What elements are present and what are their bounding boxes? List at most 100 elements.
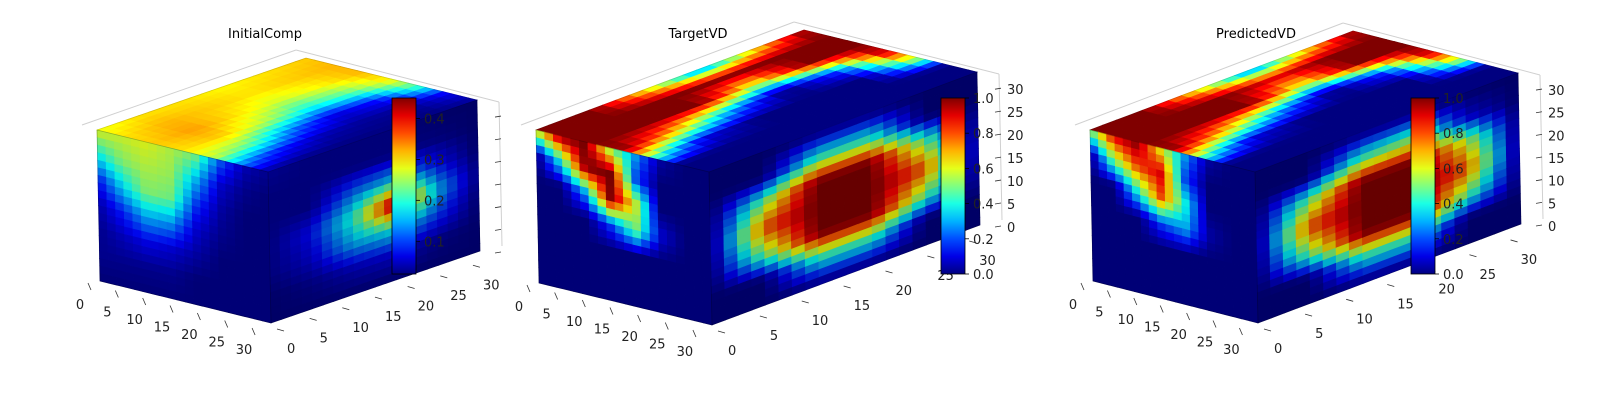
x-tick-label: 15 <box>154 321 171 336</box>
pane-edge <box>498 101 503 247</box>
z-tick <box>1535 88 1543 91</box>
y-tick <box>1346 298 1354 302</box>
colorbar-gradient <box>391 97 417 275</box>
x-tick-label: 0 <box>76 298 84 313</box>
panel-predictedvd: PredictedVD 0 5 10 15 20 25 30 0 5 10 15 20 25 30 0 5 10… <box>1069 22 1565 358</box>
x-tick <box>197 312 201 321</box>
colorbar-tick-label: 0.8 <box>1443 127 1464 142</box>
axis-panes <box>81 49 503 247</box>
x-tick-label: 0 <box>1069 298 1077 313</box>
y-tick <box>440 275 448 279</box>
y-tick-label: 20 <box>1438 283 1455 298</box>
face-top <box>95 57 479 173</box>
x-tick-label: 5 <box>103 306 111 321</box>
cube-edge <box>96 129 272 324</box>
z-tick-label: 0 <box>1548 220 1556 235</box>
z-tick <box>494 251 502 254</box>
x-tick-label: 30 <box>677 345 694 360</box>
colorbar-tick-label: 0.8 <box>973 127 994 142</box>
colorbar-tick-label: 0.2 <box>1443 233 1464 248</box>
y-tick-label: 0 <box>1274 342 1282 357</box>
y-tick <box>1469 254 1477 258</box>
cube-edge <box>270 99 481 324</box>
colorbar-tick-label: 0.1 <box>424 235 445 250</box>
z-tick-label: 20 <box>1007 129 1024 144</box>
y-tick-label: 15 <box>854 299 871 314</box>
voxel-cube <box>95 57 481 324</box>
z-tick <box>1535 156 1543 159</box>
x-tick <box>609 307 614 315</box>
z-tick <box>1535 224 1543 227</box>
y-tick <box>1304 313 1313 317</box>
colorbar: 0.1 0.2 0.3 0.4 <box>391 97 445 275</box>
voxel-cell <box>469 242 481 256</box>
x-tick <box>1107 290 1111 298</box>
z-tick <box>1535 179 1543 182</box>
panel-title: TargetVD <box>667 27 727 42</box>
z-tick <box>494 206 502 209</box>
voxel-cube <box>534 29 981 326</box>
z-tick-label: 25 <box>1548 107 1565 122</box>
x-tick <box>1212 320 1217 328</box>
z-tick-label: 30 <box>1007 83 1024 98</box>
z-tick <box>494 138 502 141</box>
x-tick <box>224 320 229 328</box>
pane-edge <box>295 49 500 103</box>
z-tick <box>494 160 502 163</box>
z-tick-label: 25 <box>1007 106 1024 121</box>
colorbar-tick-label: 0.6 <box>1443 162 1464 177</box>
z-tick-label: 15 <box>1548 152 1565 167</box>
x-tick <box>169 305 174 313</box>
colorbar-tick-label: 0.4 <box>973 198 994 213</box>
colorbar-gradient <box>940 97 966 275</box>
y-tick <box>309 317 317 321</box>
y-tick <box>927 255 935 259</box>
y-tick-label: 10 <box>1356 312 1373 327</box>
x-tick <box>1186 312 1190 321</box>
x-tick-label: 5 <box>1095 306 1103 321</box>
pane-edge <box>1539 74 1544 220</box>
z-tick-label: 10 <box>1007 175 1024 190</box>
y-tick <box>407 286 415 289</box>
z-tick <box>994 156 1002 159</box>
x-tick-label: 20 <box>1170 328 1187 343</box>
x-tick <box>1133 297 1138 306</box>
y-tick <box>342 307 350 311</box>
colorbar-tick-label: 0.2 <box>973 233 994 248</box>
z-tick-label: 15 <box>1007 152 1024 167</box>
z-tick <box>494 228 502 231</box>
y-tick <box>843 285 851 289</box>
colorbar-tick-label: 0.2 <box>424 194 445 209</box>
x-tick-label: 10 <box>1118 313 1135 328</box>
y-tick-label: 25 <box>450 289 467 304</box>
panel-initialcomp: InitialComp 0 5 10 15 20 25 30 0 5 10 15 20 25 30 0.1… <box>76 27 503 358</box>
y-tick <box>1510 239 1518 243</box>
pane-edge <box>81 49 297 126</box>
x-tick-label: 0 <box>515 300 523 315</box>
x-tick-label: 15 <box>594 323 611 338</box>
z-tick-label: 20 <box>1548 129 1565 144</box>
colorbar-tick-label: 1.0 <box>1443 92 1464 107</box>
z-tick <box>994 202 1002 205</box>
cube-edge <box>96 57 479 173</box>
z-tick <box>994 179 1002 182</box>
y-tick-label: 30 <box>1521 253 1538 268</box>
panel-targetvd: TargetVD 0 5 10 15 20 25 30 0 5 10 15 20 25 30 0 5 10 15 2… <box>515 21 1024 360</box>
x-tick-label: 25 <box>649 338 666 353</box>
x-tick <box>664 322 669 330</box>
panel-title: PredictedVD <box>1216 27 1296 42</box>
z-tick-label: 5 <box>1007 198 1015 213</box>
y-tick-label: 15 <box>385 310 402 325</box>
z-tick <box>494 115 502 118</box>
z-tick <box>994 225 1002 228</box>
colorbar-tick-label: 0.6 <box>973 162 994 177</box>
x-tick-label: 30 <box>236 343 253 358</box>
x-tick <box>554 292 559 300</box>
y-tick-label: 20 <box>896 284 913 299</box>
y-tick <box>1387 284 1395 287</box>
y-tick <box>1263 328 1272 332</box>
y-tick <box>885 270 893 274</box>
x-tick-label: 20 <box>621 330 638 345</box>
x-tick <box>692 329 697 338</box>
